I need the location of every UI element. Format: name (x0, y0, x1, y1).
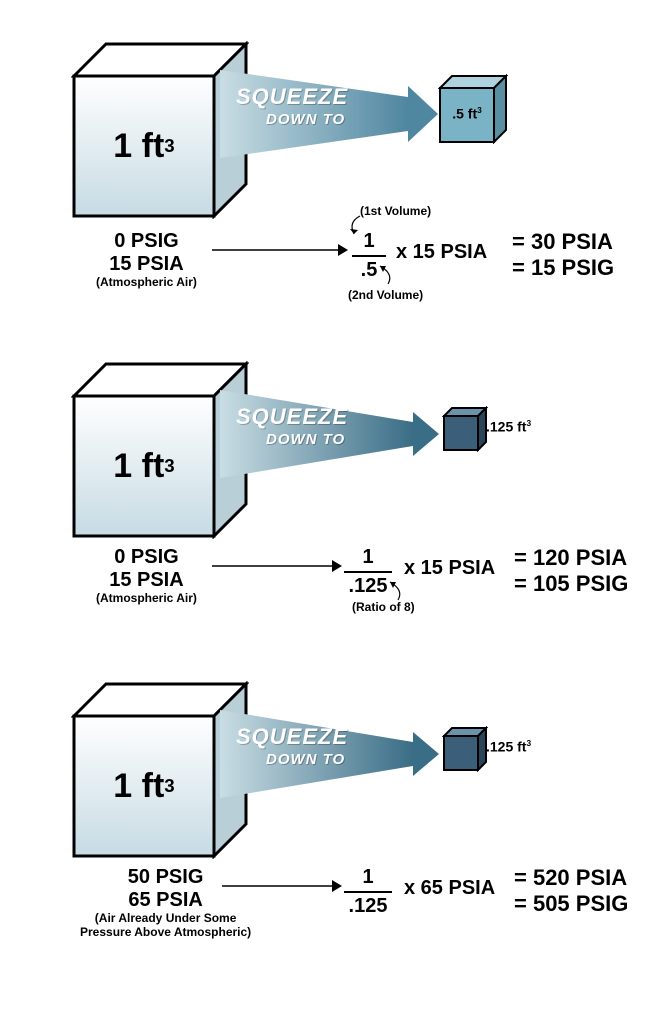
arrow-text-line2: DOWN TO (266, 432, 345, 447)
large-cube-label: 1 ft3 (74, 716, 214, 856)
large-cube-label: 1 ft3 (74, 396, 214, 536)
arrow-text-line2: DOWN TO (266, 112, 345, 127)
initial-pressure-block: 0 PSIG15 PSIA(Atmospheric Air) (96, 230, 197, 290)
small-cube-label: .125 ft3 (486, 738, 531, 755)
small-cube-label: .5 ft3 (440, 105, 494, 122)
multiply-pressure: x 15 PSIA (396, 241, 487, 264)
result-pressure-block: = 30 PSIA= 15 PSIG (512, 229, 614, 282)
result-pressure-block: = 120 PSIA= 105 PSIG (514, 545, 628, 598)
arrow-text-line1: SQUEEZE (236, 86, 348, 108)
multiply-pressure: x 15 PSIA (404, 557, 495, 580)
arrow-text-line2: DOWN TO (266, 752, 345, 767)
initial-pressure-block: 0 PSIG15 PSIA(Atmospheric Air) (96, 546, 197, 606)
equation-arrow (212, 240, 350, 260)
panel-3: 1 ft3SQUEEZEDOWN TO.125 ft350 PSIG65 PSI… (0, 660, 657, 980)
volume-ratio-fraction: 1.125 (344, 866, 392, 918)
small-cube (442, 406, 488, 452)
small-cube-label: .125 ft3 (486, 418, 531, 435)
equation-arrow (222, 876, 344, 896)
panel-2: 1 ft3 SQUEEZE DOWN TO .125 ft3 0 PSIG15 PSIA… (0, 340, 657, 660)
large-cube-label: 1 ft3 (74, 76, 214, 216)
multiply-pressure: x 65 PSIA (404, 877, 495, 900)
panel-1: 1 ft3 SQUEEZE DOWN TO .5 ft3 0 PSIG15 PSIA(A… (0, 20, 657, 340)
arrow-text-line1: SQUEEZE (236, 726, 348, 748)
equation-arrow (212, 556, 344, 576)
small-cube (442, 726, 488, 772)
result-pressure-block: = 520 PSIA= 505 PSIG (514, 865, 628, 918)
arrow-text-line1: SQUEEZE (236, 406, 348, 428)
